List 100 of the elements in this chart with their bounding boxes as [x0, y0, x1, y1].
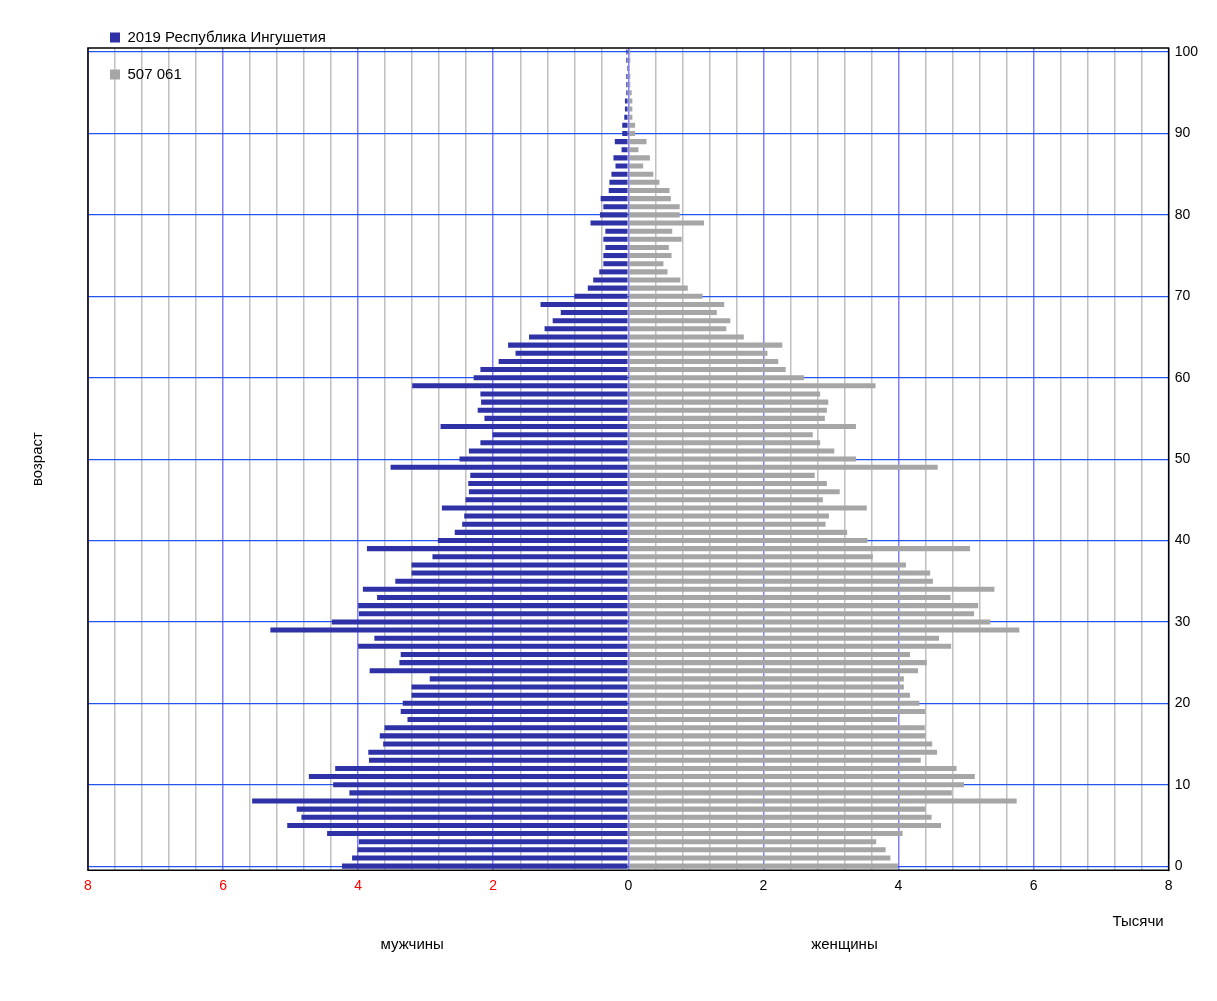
- x-tick-label: 8: [84, 877, 93, 894]
- bar: [629, 139, 647, 145]
- bar: [454, 529, 628, 535]
- bar: [412, 383, 628, 389]
- y-tick-label: 50: [1174, 449, 1191, 466]
- bar: [629, 358, 779, 364]
- y-tick-label: 100: [1174, 42, 1199, 59]
- bar: [629, 562, 906, 568]
- bar: [629, 660, 927, 666]
- bar: [624, 98, 628, 104]
- bar: [470, 472, 628, 478]
- y-tick-label: 10: [1174, 775, 1191, 792]
- bar: [629, 749, 937, 755]
- bar: [407, 717, 628, 723]
- bar: [629, 725, 925, 731]
- bar: [629, 236, 682, 242]
- bar: [600, 196, 628, 202]
- legend-label: 2019 Республика Ингушетия: [127, 27, 326, 45]
- bar: [629, 399, 829, 405]
- bar: [622, 130, 628, 136]
- bar: [357, 847, 628, 853]
- bar: [629, 651, 910, 657]
- bar: [629, 147, 639, 153]
- bar: [629, 594, 951, 601]
- bar: [629, 301, 725, 307]
- y-tick-label: 60: [1174, 368, 1191, 385]
- bar: [629, 765, 957, 771]
- bar: [441, 505, 628, 511]
- bar: [440, 424, 628, 430]
- bar: [352, 855, 628, 861]
- bar: [629, 342, 783, 348]
- bar: [629, 253, 672, 259]
- x-tick-label: 2: [759, 877, 768, 894]
- bar: [629, 717, 898, 723]
- bar: [411, 562, 628, 568]
- bar: [629, 391, 821, 397]
- bar: [432, 554, 628, 560]
- bar: [308, 774, 628, 780]
- x-tick-label: 2: [489, 877, 498, 894]
- bar: [629, 204, 680, 210]
- bar: [629, 489, 840, 495]
- y-tick-label: 30: [1174, 612, 1191, 629]
- bar: [480, 367, 628, 373]
- bar: [629, 415, 825, 421]
- bar: [629, 212, 680, 218]
- bar: [629, 782, 964, 788]
- bar: [629, 546, 971, 552]
- y-tick-label: 90: [1174, 124, 1191, 141]
- bar: [624, 106, 628, 112]
- bar: [515, 350, 628, 356]
- bar: [629, 293, 703, 299]
- bar: [629, 464, 938, 470]
- bar: [544, 326, 628, 332]
- bar: [603, 204, 628, 210]
- bar: [608, 187, 628, 193]
- bar: [629, 611, 975, 617]
- bar: [629, 635, 940, 641]
- x-tick-label: 0: [624, 877, 633, 894]
- bar: [629, 220, 704, 226]
- bar: [390, 464, 628, 470]
- bar: [468, 489, 628, 495]
- bar: [252, 798, 628, 804]
- bar: [287, 822, 628, 828]
- bar: [498, 358, 628, 364]
- bar: [574, 293, 628, 299]
- bar: [468, 448, 628, 454]
- text: женщины: [811, 935, 878, 953]
- bar: [462, 521, 628, 527]
- bar: [379, 733, 628, 739]
- bar: [465, 497, 628, 503]
- bar: [629, 733, 926, 739]
- bar: [629, 456, 856, 462]
- x-tick-label: 8: [1164, 877, 1173, 894]
- bar: [629, 261, 664, 267]
- bar: [629, 513, 829, 519]
- bar: [629, 244, 669, 250]
- bar: [593, 277, 628, 283]
- bar: [599, 269, 628, 275]
- bar: [629, 643, 952, 649]
- bar: [349, 790, 628, 796]
- bar: [629, 537, 868, 544]
- bar: [296, 806, 628, 812]
- bar: [629, 627, 1020, 633]
- bar: [301, 814, 628, 820]
- bar: [629, 603, 979, 609]
- bar: [629, 855, 891, 861]
- bar: [629, 407, 827, 413]
- bar: [629, 700, 920, 706]
- bar: [384, 725, 628, 731]
- bar: [395, 578, 628, 584]
- bar: [437, 537, 628, 544]
- bar: [362, 586, 628, 592]
- bar: [629, 676, 904, 682]
- bar: [629, 757, 921, 763]
- bar: [411, 692, 628, 698]
- y-tick-label: 20: [1174, 694, 1191, 711]
- bar: [629, 155, 650, 161]
- bar: [341, 863, 628, 869]
- bar: [605, 228, 628, 234]
- bar: [400, 651, 628, 657]
